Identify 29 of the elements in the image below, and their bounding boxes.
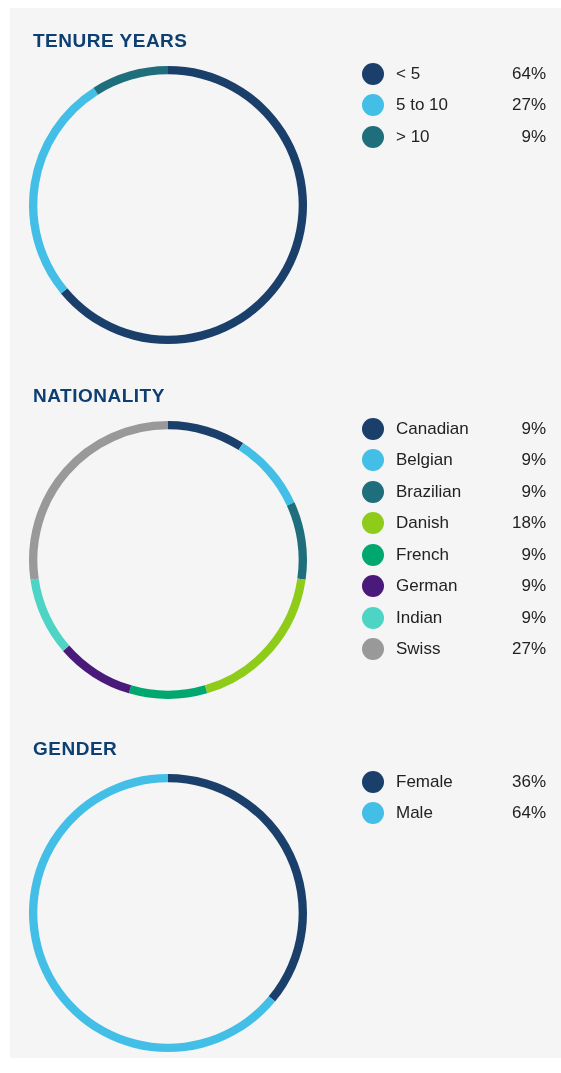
- legend-label: Brazilian: [396, 481, 463, 502]
- data-label: 9%: [521, 576, 546, 597]
- legend-label: 5 to 10: [396, 95, 449, 116]
- chart-title: TENURE YEARS: [33, 30, 188, 52]
- data-label: 9%: [521, 544, 546, 565]
- legend-label: Canadian: [396, 418, 470, 439]
- data-label: 36%: [511, 771, 546, 792]
- legend-label: French: [396, 544, 450, 565]
- legend-label: < 5: [396, 63, 422, 84]
- data-label: 9%: [521, 481, 546, 502]
- data-label: 9%: [521, 450, 546, 471]
- legend-label: Indian: [396, 607, 444, 628]
- data-label: 27%: [511, 639, 546, 660]
- data-label: 27%: [511, 95, 546, 116]
- data-label: 9%: [521, 418, 546, 439]
- legend-label: Belgian: [396, 450, 454, 471]
- legend-label: German: [396, 576, 459, 597]
- data-label: 9%: [521, 607, 546, 628]
- legend-label: Swiss: [396, 639, 442, 660]
- data-label: 9%: [521, 126, 546, 147]
- data-label: 64%: [511, 63, 546, 84]
- chart-title: GENDER: [33, 738, 118, 760]
- data-label: 64%: [511, 803, 546, 824]
- chart-title: NATIONALITY: [33, 385, 165, 407]
- legend-label: > 10: [396, 126, 431, 147]
- legend-label: Danish: [396, 513, 450, 534]
- legend-label: Male: [396, 803, 434, 824]
- data-label: 18%: [511, 513, 546, 534]
- legend-label: Female: [396, 771, 454, 792]
